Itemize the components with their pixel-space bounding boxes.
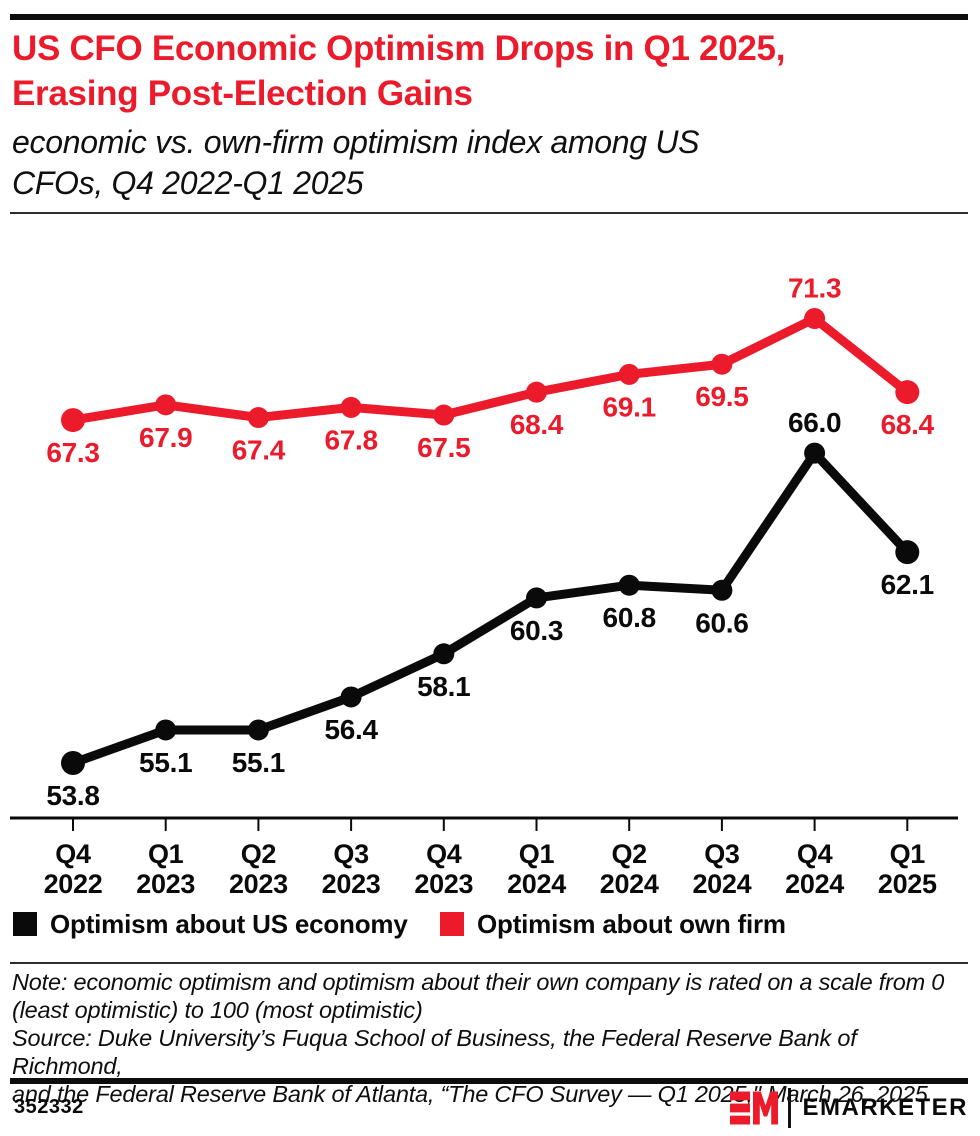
svg-text:56.4: 56.4 — [324, 714, 378, 745]
page-subtitle: economic vs. own-firm optimism index amo… — [12, 122, 922, 204]
note-line-2: (least optimistic) to 100 (most optimist… — [12, 997, 423, 1023]
svg-text:Q2: Q2 — [241, 839, 276, 869]
svg-text:62.1: 62.1 — [881, 569, 934, 600]
page-title-line-1: US CFO Economic Optimism Drops in Q1 202… — [12, 29, 786, 68]
page-title-line-2: Erasing Post-Election Gains — [12, 74, 473, 113]
notes-block: Note: economic optimism and optimism abo… — [12, 968, 972, 1108]
svg-text:58.1: 58.1 — [417, 671, 470, 702]
svg-text:67.5: 67.5 — [417, 432, 470, 463]
svg-text:2024: 2024 — [785, 869, 844, 899]
svg-text:2023: 2023 — [414, 869, 473, 899]
svg-text:60.6: 60.6 — [695, 607, 748, 638]
svg-text:67.3: 67.3 — [46, 437, 99, 468]
emarketer-logo: EMARKETER — [730, 1088, 968, 1128]
svg-text:Q3: Q3 — [333, 839, 369, 869]
footer-divider-bar — [10, 1078, 968, 1084]
emarketer-logo-mark-icon — [730, 1091, 779, 1125]
svg-text:Q1: Q1 — [890, 839, 926, 869]
page-title: US CFO Economic Optimism Drops in Q1 202… — [12, 26, 912, 116]
svg-text:67.4: 67.4 — [232, 435, 286, 466]
svg-text:2022: 2022 — [44, 869, 103, 899]
page-subtitle-line-2: CFOs, Q4 2022-Q1 2025 — [12, 165, 364, 201]
legend-label-own-firm: Optimism about own firm — [477, 908, 786, 939]
svg-text:67.9: 67.9 — [139, 422, 192, 453]
chart-id-number: 352332 — [14, 1096, 84, 1118]
svg-text:Q1: Q1 — [519, 839, 555, 869]
note-line-1: Note: economic optimism and optimism abo… — [12, 969, 945, 995]
legend-item-us-economy: Optimism about US economy — [13, 906, 408, 942]
page-subtitle-line-1: economic vs. own-firm optimism index amo… — [12, 124, 700, 160]
top-divider-bar — [10, 14, 968, 20]
svg-text:71.3: 71.3 — [788, 273, 841, 304]
svg-text:66.0: 66.0 — [788, 407, 841, 438]
legend-label-us-economy: Optimism about US economy — [50, 908, 408, 939]
svg-text:67.8: 67.8 — [324, 424, 377, 455]
svg-text:2023: 2023 — [136, 869, 195, 899]
svg-text:Q2: Q2 — [611, 839, 646, 869]
svg-text:Q1: Q1 — [148, 839, 184, 869]
svg-text:68.4: 68.4 — [510, 409, 564, 440]
logo-divider — [788, 1088, 792, 1128]
svg-text:2024: 2024 — [600, 869, 659, 899]
svg-text:Q3: Q3 — [704, 839, 740, 869]
source-line-1: Source: Duke University’s Fuqua School o… — [12, 1025, 857, 1079]
svg-text:60.3: 60.3 — [510, 615, 563, 646]
svg-text:55.1: 55.1 — [139, 747, 192, 778]
svg-text:68.4: 68.4 — [881, 409, 935, 440]
svg-text:Q4: Q4 — [55, 839, 91, 869]
svg-text:Q4: Q4 — [797, 839, 833, 869]
legend-item-own-firm: Optimism about own firm — [440, 906, 786, 942]
svg-text:2024: 2024 — [507, 869, 566, 899]
svg-text:69.1: 69.1 — [603, 391, 656, 422]
svg-text:2025: 2025 — [878, 869, 937, 899]
legend-swatch-us-economy — [13, 912, 37, 936]
svg-text:55.1: 55.1 — [232, 747, 285, 778]
svg-text:53.8: 53.8 — [46, 780, 99, 811]
svg-text:2023: 2023 — [322, 869, 381, 899]
svg-text:60.8: 60.8 — [603, 602, 656, 633]
notes-divider-line — [10, 962, 968, 964]
chart-legend: Optimism about US economy Optimism about… — [0, 906, 980, 944]
brand-name: EMARKETER — [802, 1094, 968, 1121]
legend-swatch-own-firm — [440, 912, 464, 936]
svg-text:2023: 2023 — [229, 869, 288, 899]
svg-text:Q4: Q4 — [426, 839, 462, 869]
header-divider-line — [10, 212, 968, 214]
svg-text:2024: 2024 — [692, 869, 751, 899]
svg-text:69.5: 69.5 — [695, 381, 748, 412]
